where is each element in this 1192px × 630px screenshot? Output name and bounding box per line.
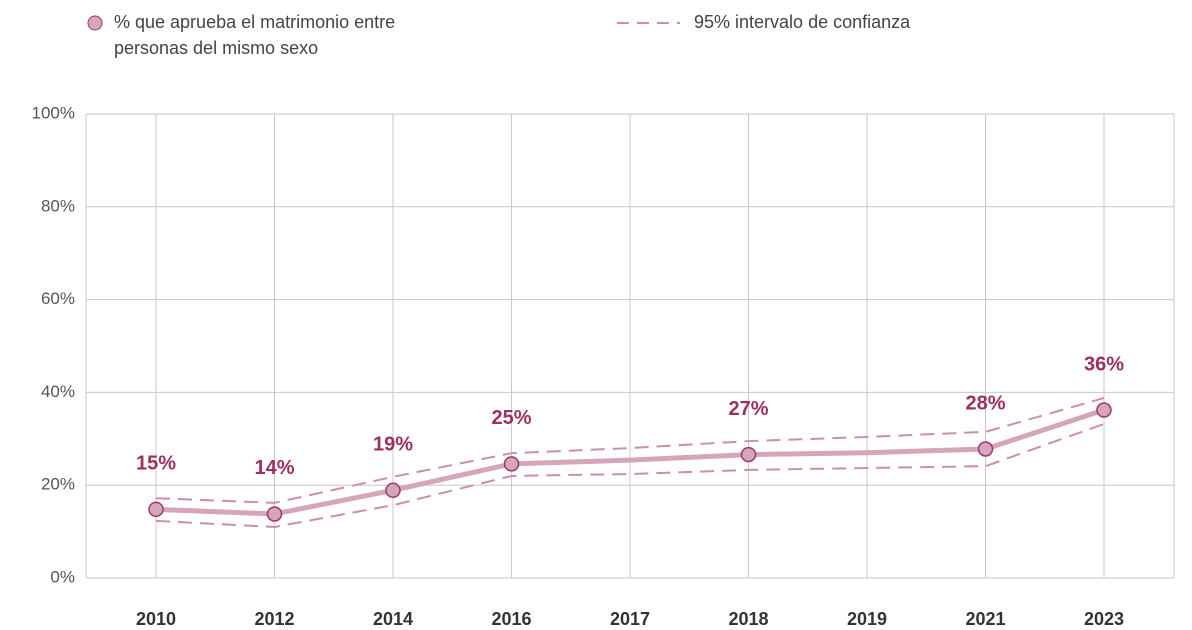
- value-label: 36%: [1084, 353, 1124, 375]
- y-tick-label: 0%: [50, 567, 75, 586]
- x-tick-label: 2023: [1084, 609, 1124, 629]
- value-label: 27%: [728, 398, 768, 420]
- x-tick-label: 2010: [136, 609, 176, 629]
- value-label: 25%: [491, 407, 531, 429]
- value-label: 15%: [136, 453, 176, 475]
- y-tick-label: 80%: [41, 196, 75, 215]
- ci-line: [155, 397, 1105, 504]
- x-tick-label: 2021: [965, 609, 1005, 629]
- y-tick-label: 20%: [41, 475, 75, 494]
- y-tick-label: 100%: [32, 103, 75, 122]
- x-tick-label: 2012: [254, 609, 294, 629]
- x-tick-label: 2017: [610, 609, 650, 629]
- value-label: 28%: [965, 392, 1005, 414]
- value-label: 19%: [373, 434, 413, 456]
- y-tick-label: 60%: [41, 289, 75, 308]
- y-tick-label: 40%: [41, 382, 75, 401]
- point: [503, 456, 520, 472]
- x-tick-label: 2014: [373, 609, 413, 629]
- x-tick-label: 2018: [728, 609, 768, 629]
- point: [1096, 402, 1112, 418]
- series-line: [155, 407, 1105, 517]
- ci-line: [155, 423, 1105, 528]
- point: [977, 441, 994, 457]
- point: [266, 506, 283, 522]
- legend-label: 95% intervalo de confianza: [694, 12, 911, 32]
- x-tick-label: 2016: [491, 609, 531, 629]
- point: [385, 482, 401, 499]
- point: [148, 501, 164, 518]
- legend-label: % que aprueba el matrimonio entre person…: [114, 12, 396, 58]
- legend-marker: [87, 15, 103, 31]
- point: [740, 446, 757, 463]
- value-label: 14%: [254, 457, 294, 479]
- x-tick-label: 2019: [847, 609, 887, 629]
